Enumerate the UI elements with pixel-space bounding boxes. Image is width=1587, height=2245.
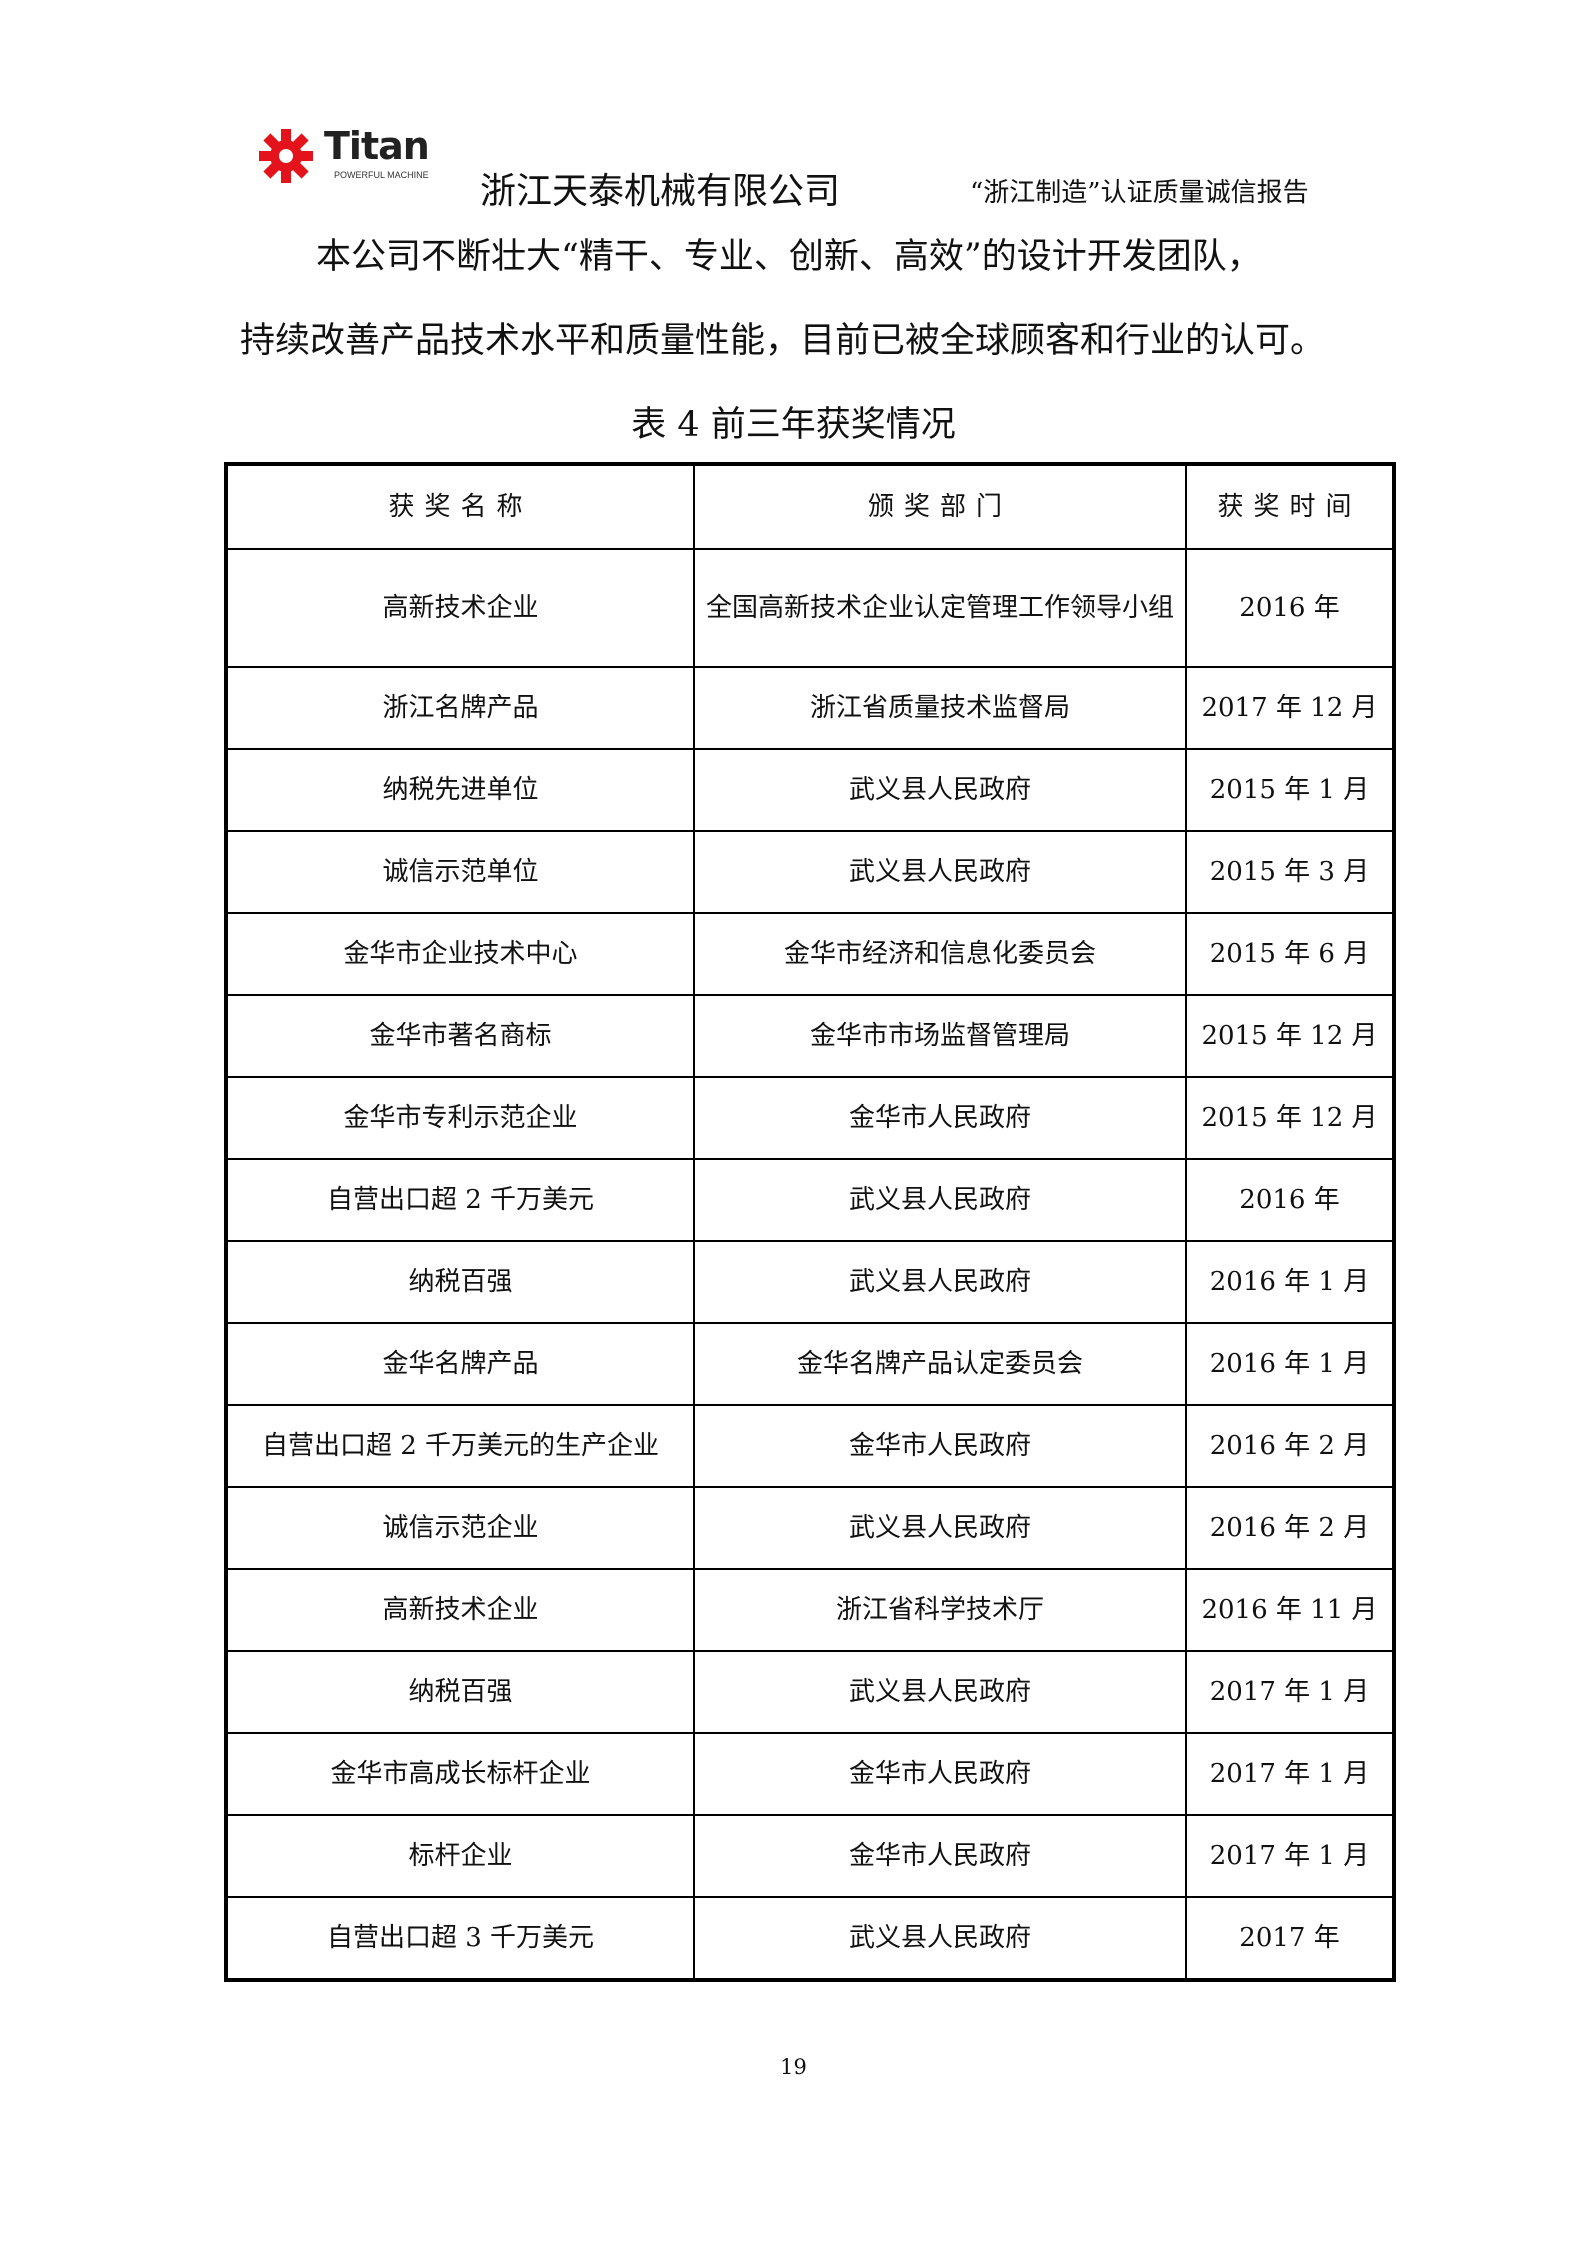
column-header: 颁奖部门: [693, 463, 1187, 550]
issuer-cell: 武义县人民政府: [693, 1896, 1187, 1981]
table-row: 高新技术企业 全国高新技术企业认定管理工作领导小组 2016 年: [225, 548, 1395, 668]
award-date-cell: 2017 年 12 月: [1185, 666, 1395, 750]
award-date-cell: 2016 年: [1185, 548, 1395, 668]
issuer-cell: 金华市市场监督管理局: [693, 994, 1187, 1078]
award-name-cell: 金华市高成长标杆企业: [225, 1732, 695, 1816]
award-name-cell: 金华市专利示范企业: [225, 1076, 695, 1160]
issuer-cell: 金华市人民政府: [693, 1076, 1187, 1160]
award-date-cell: 2016 年 11 月: [1185, 1568, 1395, 1652]
award-name-cell: 金华市企业技术中心: [225, 912, 695, 996]
table-row: 金华市企业技术中心 金华市经济和信息化委员会 2015 年 6 月: [225, 912, 1395, 996]
issuer-cell: 金华市人民政府: [693, 1404, 1187, 1488]
logo-tagline: POWERFUL MACHINE: [334, 170, 429, 180]
issuer-cell: 金华名牌产品认定委员会: [693, 1322, 1187, 1406]
issuer-cell: 金华市人民政府: [693, 1732, 1187, 1816]
table-row: 浙江名牌产品 浙江省质量技术监督局 2017 年 12 月: [225, 666, 1395, 750]
award-date-cell: 2015 年 1 月: [1185, 748, 1395, 832]
award-date-cell: 2017 年 1 月: [1185, 1650, 1395, 1734]
logo-wordmark: Titan: [324, 124, 430, 168]
table-row: 自营出口超 2 千万美元 武义县人民政府 2016 年: [225, 1158, 1395, 1242]
table-row: 纳税百强 武义县人民政府 2017 年 1 月: [225, 1650, 1395, 1734]
award-name-cell: 金华名牌产品: [225, 1322, 695, 1406]
award-date-cell: 2015 年 6 月: [1185, 912, 1395, 996]
award-name-cell: 纳税百强: [225, 1240, 695, 1324]
issuer-cell: 浙江省科学技术厅: [693, 1568, 1187, 1652]
award-date-cell: 2017 年 1 月: [1185, 1814, 1395, 1898]
table-row: 金华市著名商标 金华市市场监督管理局 2015 年 12 月: [225, 994, 1395, 1078]
table-row: 高新技术企业 浙江省科学技术厅 2016 年 11 月: [225, 1568, 1395, 1652]
table-row: 诚信示范单位 武义县人民政府 2015 年 3 月: [225, 830, 1395, 914]
issuer-cell: 武义县人民政府: [693, 1486, 1187, 1570]
table-row: 金华市专利示范企业 金华市人民政府 2015 年 12 月: [225, 1076, 1395, 1160]
award-name-cell: 浙江名牌产品: [225, 666, 695, 750]
issuer-cell: 武义县人民政府: [693, 830, 1187, 914]
table-row: 标杆企业 金华市人民政府 2017 年 1 月: [225, 1814, 1395, 1898]
table-row: 纳税百强 武义县人民政府 2016 年 1 月: [225, 1240, 1395, 1324]
table-row: 诚信示范企业 武义县人民政府 2016 年 2 月: [225, 1486, 1395, 1570]
issuer-cell: 武义县人民政府: [693, 748, 1187, 832]
table-caption: 表 4 前三年获奖情况: [631, 405, 956, 445]
report-title: “浙江制造”认证质量诚信报告: [970, 178, 1309, 208]
award-name-cell: 自营出口超 2 千万美元的生产企业: [225, 1404, 695, 1488]
award-date-cell: 2016 年: [1185, 1158, 1395, 1242]
award-name-cell: 高新技术企业: [225, 1568, 695, 1652]
award-date-cell: 2017 年: [1185, 1896, 1395, 1981]
award-date-cell: 2017 年 1 月: [1185, 1732, 1395, 1816]
award-name-cell: 自营出口超 2 千万美元: [225, 1158, 695, 1242]
award-name-cell: 标杆企业: [225, 1814, 695, 1898]
issuer-cell: 武义县人民政府: [693, 1650, 1187, 1734]
paragraph-line: 本公司不断壮大“精干、专业、创新、高效”的设计开发团队，: [316, 237, 1262, 277]
issuer-cell: 浙江省质量技术监督局: [693, 666, 1187, 750]
award-date-cell: 2015 年 3 月: [1185, 830, 1395, 914]
page-number: 19: [780, 2055, 807, 2079]
award-name-cell: 诚信示范单位: [225, 830, 695, 914]
table-row: 自营出口超 2 千万美元的生产企业 金华市人民政府 2016 年 2 月: [225, 1404, 1395, 1488]
company-logo: Titan POWERFUL MACHINE: [258, 124, 438, 184]
awards-table: 获奖名称 颁奖部门 获奖时间 高新技术企业 全国高新技术企业认定管理工作领导小组 2…: [224, 462, 1396, 1982]
award-name-cell: 纳税先进单位: [225, 748, 695, 832]
award-name-cell: 金华市著名商标: [225, 994, 695, 1078]
issuer-cell: 武义县人民政府: [693, 1240, 1187, 1324]
issuer-cell: 金华市人民政府: [693, 1814, 1187, 1898]
paragraph-line: 持续改善产品技术水平和质量性能，目前已被全球顾客和行业的认可。: [240, 321, 1326, 361]
column-header: 获奖时间: [1185, 463, 1395, 550]
award-date-cell: 2016 年 1 月: [1185, 1240, 1395, 1324]
award-name-cell: 自营出口超 3 千万美元: [225, 1896, 695, 1981]
award-date-cell: 2015 年 12 月: [1185, 994, 1395, 1078]
award-name-cell: 诚信示范企业: [225, 1486, 695, 1570]
company-name: 浙江天泰机械有限公司: [480, 171, 841, 212]
award-date-cell: 2016 年 2 月: [1185, 1486, 1395, 1570]
gear-icon: [259, 129, 313, 183]
award-name-cell: 高新技术企业: [225, 548, 695, 668]
award-name-cell: 纳税百强: [225, 1650, 695, 1734]
award-date-cell: 2016 年 2 月: [1185, 1404, 1395, 1488]
table-row: 自营出口超 3 千万美元 武义县人民政府 2017 年: [225, 1896, 1395, 1981]
issuer-cell: 金华市经济和信息化委员会: [693, 912, 1187, 996]
table-row: 金华市高成长标杆企业 金华市人民政府 2017 年 1 月: [225, 1732, 1395, 1816]
issuer-cell: 武义县人民政府: [693, 1158, 1187, 1242]
table-row: 金华名牌产品 金华名牌产品认定委员会 2016 年 1 月: [225, 1322, 1395, 1406]
table-row: 纳税先进单位 武义县人民政府 2015 年 1 月: [225, 748, 1395, 832]
award-date-cell: 2016 年 1 月: [1185, 1322, 1395, 1406]
issuer-cell: 全国高新技术企业认定管理工作领导小组: [693, 548, 1187, 668]
table-header-row: 获奖名称 颁奖部门 获奖时间: [225, 463, 1395, 550]
column-header: 获奖名称: [225, 463, 695, 550]
award-date-cell: 2015 年 12 月: [1185, 1076, 1395, 1160]
